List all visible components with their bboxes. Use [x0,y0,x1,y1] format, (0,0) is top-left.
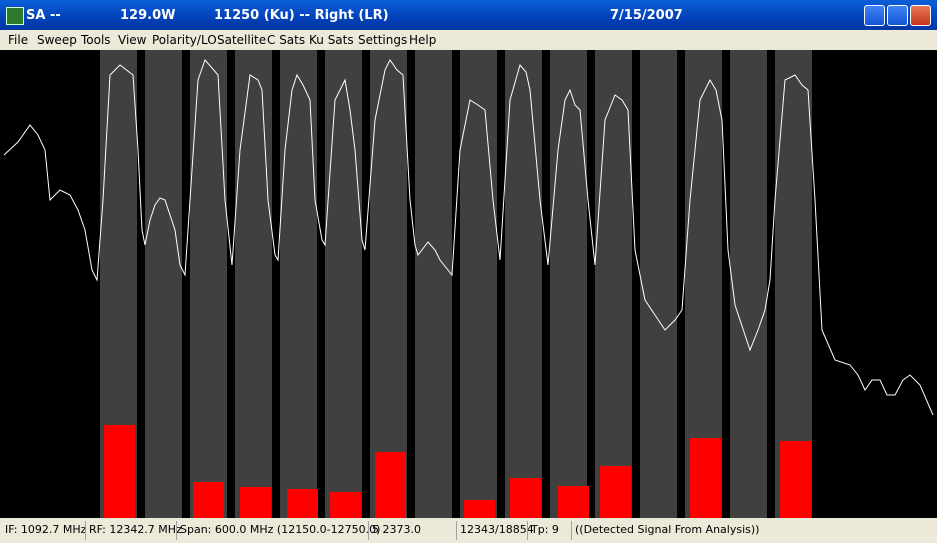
signal-bar [510,478,541,518]
menu-item[interactable]: Polarity/LO [152,33,217,47]
signal-bar [600,466,631,518]
window-title-band: 11250 (Ku) -- Right (LR) [214,8,389,23]
minimize-button[interactable] [864,5,885,26]
signal-bar [287,489,318,518]
maximize-button[interactable] [887,5,908,26]
signal-bar [780,441,811,518]
menu-item[interactable]: Sweep [37,33,77,47]
channel-column [730,50,767,518]
menu-item[interactable]: C Sats [267,33,306,47]
status-separator [368,521,369,540]
menu-item[interactable]: View [118,33,147,47]
spectrum-plot [0,50,937,518]
menu-item[interactable]: Ku Sats [309,33,354,47]
status-bar: IF: 1092.7 MHz RF: 12342.7 MHz Span: 600.0… [0,518,937,543]
spectrum-trace [3,59,934,416]
signal-bar [558,486,589,518]
channel-column [145,50,182,518]
close-button[interactable] [910,5,931,26]
window-title-date: 7/15/2007 [610,8,683,23]
status-field: Span: 600.0 MHz (12150.0-12750.0) [180,523,381,536]
status-separator [527,521,528,540]
status-separator [456,521,457,540]
channel-column [550,50,587,518]
channel-column [460,50,497,518]
status-separator [85,521,86,540]
status-field: RF: 12342.7 MHz [89,523,182,536]
menu-item[interactable]: Settings [358,33,408,47]
menu-item[interactable]: Satellite [217,33,267,47]
channel-column [640,50,677,518]
signal-bar [193,482,224,518]
signal-bar [104,425,135,518]
channel-column [325,50,362,518]
menu-item[interactable]: Tools [81,33,111,47]
app-icon [6,7,24,25]
channel-column [235,50,272,518]
status-separator [571,521,572,540]
signal-bar [240,487,271,518]
signal-bar [690,438,721,518]
channel-column [370,50,407,518]
status-field: 12343/18854 [460,523,534,536]
menu-bar: File Sweep Tools View Polarity/LO Satellite C … [0,30,937,50]
channel-column [415,50,452,518]
signal-bar [464,500,495,518]
channel-column [595,50,632,518]
status-field: 5 2373.0 [372,523,421,536]
status-field: IF: 1092.7 MHz [5,523,87,536]
window-title-position: 129.0W [120,8,176,23]
menu-item[interactable]: File [8,33,29,47]
menu-item[interactable]: Help [409,33,437,47]
status-field: ((Detected Signal From Analysis)) [575,523,760,536]
status-separator [176,521,177,540]
signal-bar [375,452,406,518]
window-title: SA -- [26,8,61,23]
status-field: Tp: 9 [531,523,559,536]
channel-column [280,50,317,518]
channel-column [505,50,542,518]
title-bar: SA -- 129.0W 11250 (Ku) -- Right (LR) 7/… [0,0,937,30]
signal-bar [330,492,361,518]
